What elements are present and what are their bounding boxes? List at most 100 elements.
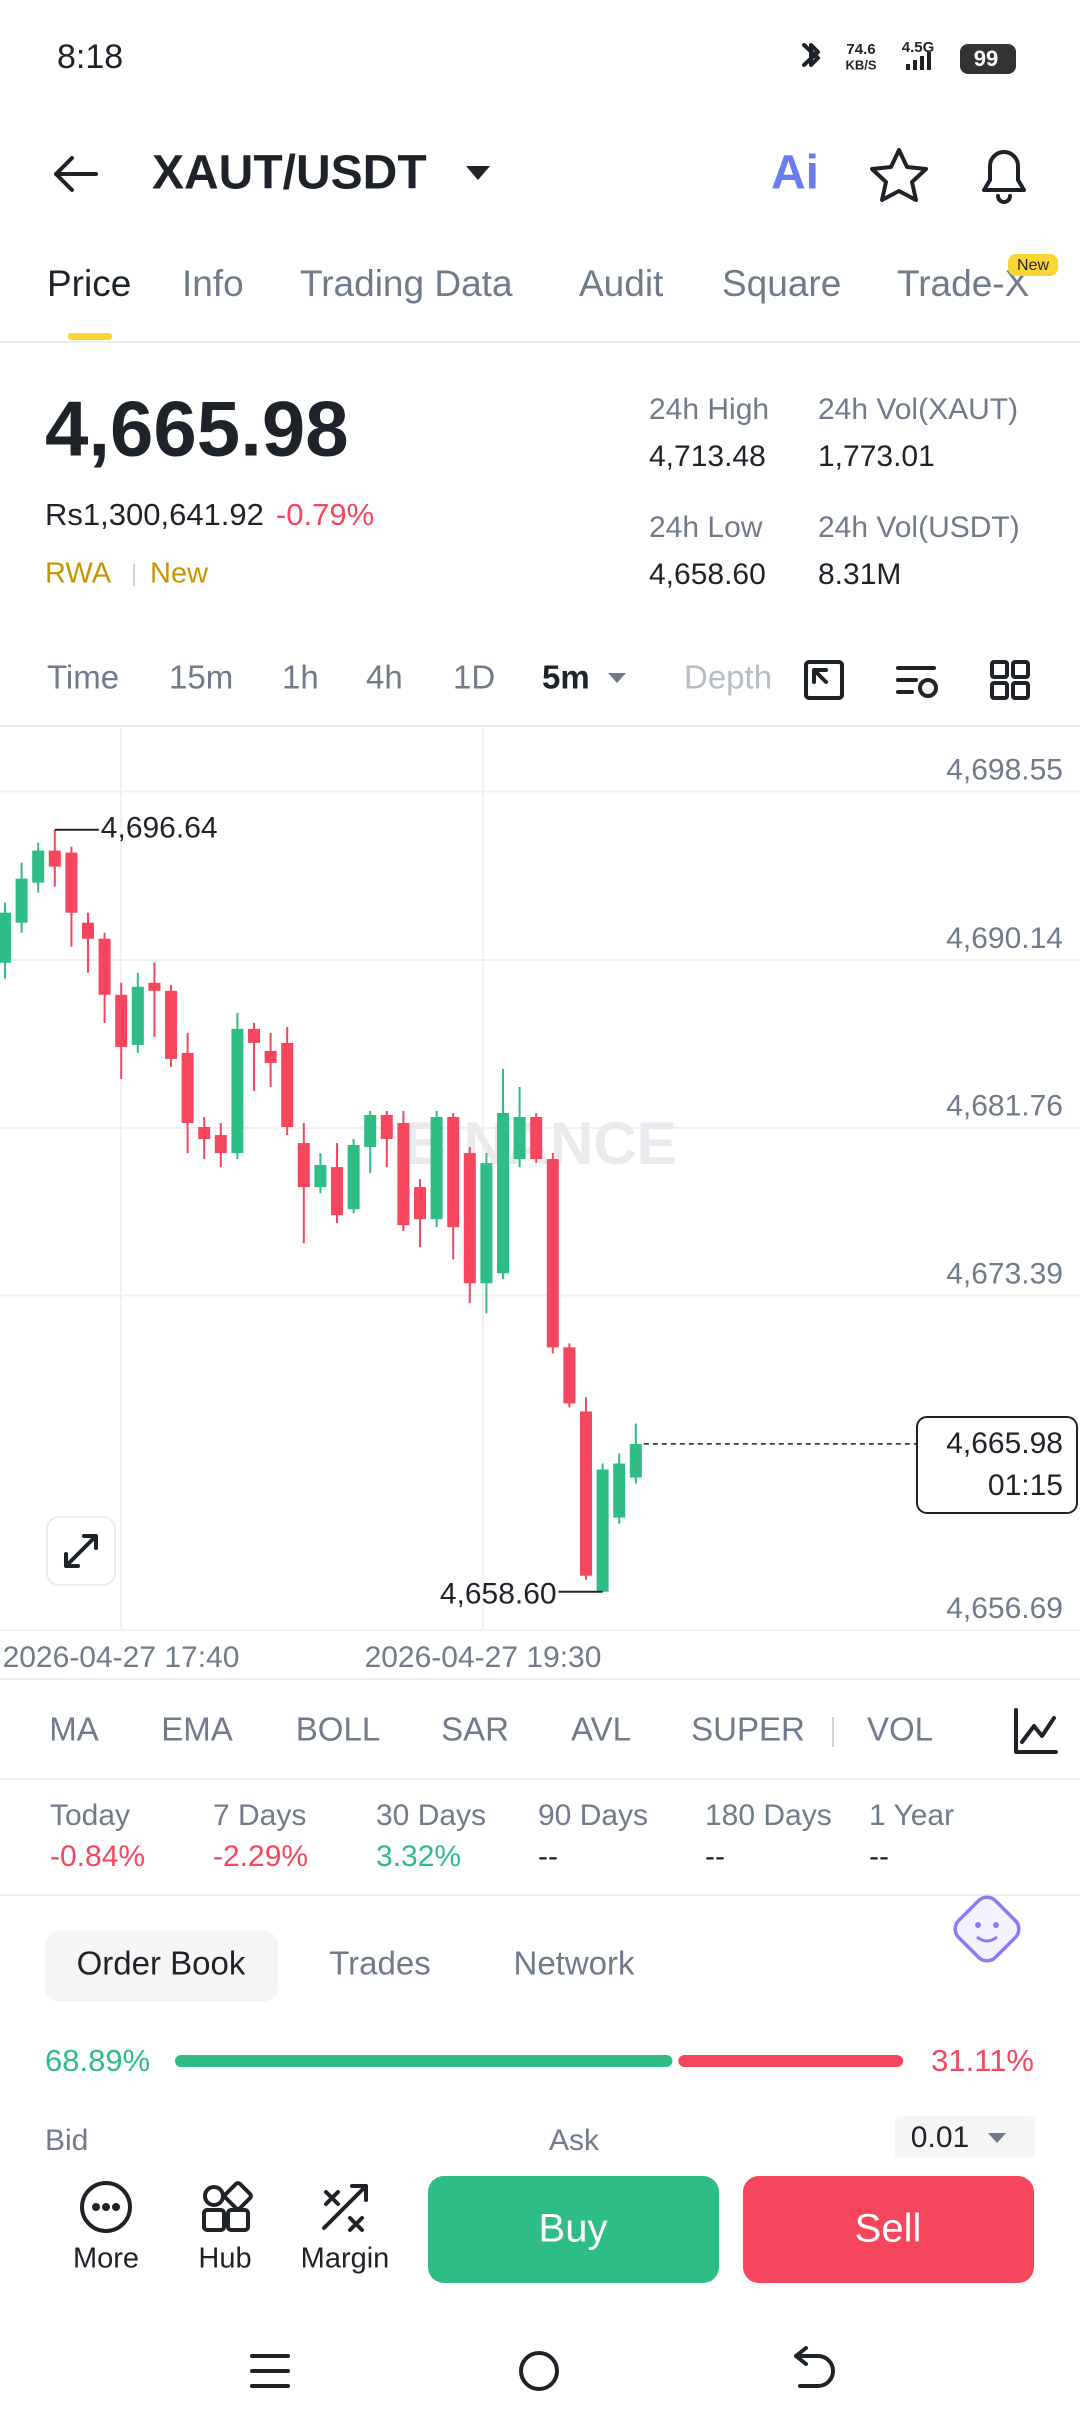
- network-type: 4.5G: [902, 39, 935, 56]
- indicator[interactable]: MA: [49, 1711, 99, 1748]
- precision-dropdown[interactable]: [988, 2133, 1006, 2143]
- net-speed-unit: KB/S: [845, 57, 876, 72]
- clock: 8:18: [57, 38, 123, 76]
- sell-label[interactable]: Sell: [855, 2207, 922, 2251]
- bluetooth-icon: [802, 43, 820, 67]
- buy-label[interactable]: Buy: [539, 2207, 608, 2251]
- new-badge: New: [1017, 257, 1049, 274]
- indicator[interactable]: BOLL: [296, 1711, 380, 1748]
- y-tick-label: 4,656.69: [946, 1592, 1063, 1625]
- candle-body: [165, 990, 177, 1059]
- indicator[interactable]: AVL: [571, 1711, 631, 1748]
- candle-body: [331, 1167, 343, 1216]
- candle-body: [264, 1050, 277, 1063]
- candle-body: [364, 1115, 377, 1148]
- low-label: 4,658.60: [440, 1578, 557, 1611]
- interval[interactable]: 1h: [282, 659, 319, 696]
- last-price: 4,665.98: [45, 385, 349, 473]
- assistant-button[interactable]: [950, 1892, 1024, 1966]
- candle-body: [48, 850, 61, 867]
- price-change: -0.79%: [276, 497, 374, 532]
- x-tick-label: 2026-04-27 17:40: [3, 1641, 240, 1674]
- period-change: --: [705, 1840, 725, 1873]
- candle-body: [397, 1123, 410, 1226]
- indicator[interactable]: VOL: [867, 1711, 933, 1748]
- chart-tools[interactable]: [804, 660, 1030, 700]
- indicator[interactable]: SAR: [441, 1711, 509, 1748]
- alert-button[interactable]: [982, 150, 1026, 204]
- candle-body: [131, 986, 144, 1045]
- precision[interactable]: 0.01: [911, 2121, 969, 2154]
- candle-body: [65, 852, 78, 913]
- tab[interactable]: Info: [182, 263, 244, 304]
- candle-chart[interactable]: 4,698.55 4,690.14 4,681.76 4,673.39 4,656.69…: [0, 726, 1080, 1674]
- pair-title[interactable]: XAUT/USDT: [152, 147, 427, 200]
- new-badge-bg: [1008, 254, 1058, 276]
- orderbook-tab[interactable]: Network: [513, 1945, 635, 1982]
- orderbook-tab[interactable]: Order Book: [77, 1945, 246, 1982]
- tab[interactable]: Price: [47, 263, 131, 304]
- ai-button[interactable]: Ai: [771, 147, 819, 200]
- candle-body: [380, 1115, 393, 1140]
- candle-body: [297, 1143, 310, 1188]
- stat-label: 24h Low: [649, 511, 763, 544]
- y-tick-label: 4,673.39: [946, 1257, 1063, 1290]
- period-label: 7 Days: [213, 1799, 306, 1832]
- interval[interactable]: 1D: [453, 659, 495, 696]
- tag[interactable]: RWA: [45, 558, 112, 590]
- battery-level: 99: [974, 46, 998, 71]
- stat-value: 8.31M: [818, 558, 901, 591]
- period-label: 90 Days: [538, 1799, 648, 1832]
- indicator[interactable]: EMA: [161, 1711, 233, 1748]
- tab[interactable]: Square: [722, 263, 841, 304]
- period-change: --: [869, 1840, 889, 1873]
- nav-home[interactable]: [519, 2351, 559, 2391]
- period-change: --: [538, 1840, 558, 1873]
- stat-value: 1,773.01: [818, 440, 935, 473]
- last-price-box: [916, 1416, 1078, 1514]
- candle-body: [198, 1127, 211, 1140]
- x-tick-label: 2026-04-27 19:30: [365, 1641, 602, 1674]
- period-change: -2.29%: [213, 1840, 308, 1873]
- high-label: 4,696.64: [101, 812, 218, 845]
- interval[interactable]: Time: [47, 659, 119, 696]
- action-label[interactable]: Margin: [301, 2243, 390, 2275]
- favorite-button[interactable]: [870, 148, 928, 202]
- back-button[interactable]: [54, 156, 98, 192]
- sell-button[interactable]: [743, 2176, 1034, 2283]
- interval[interactable]: 5m: [542, 659, 590, 696]
- tab[interactable]: Trading Data: [300, 263, 513, 304]
- nav-menu[interactable]: [250, 2354, 290, 2388]
- candle-body: [530, 1117, 543, 1160]
- interval[interactable]: 15m: [169, 659, 233, 696]
- tag[interactable]: New: [150, 558, 209, 590]
- orderbook-tab[interactable]: Trades: [329, 1945, 430, 1982]
- candle-body: [347, 1145, 360, 1210]
- column-header: Ask: [549, 2124, 600, 2157]
- period-label: 180 Days: [705, 1799, 832, 1832]
- interval-dropdown[interactable]: [608, 673, 626, 683]
- tab-indicator: [68, 333, 112, 340]
- pair-dropdown[interactable]: [466, 166, 490, 180]
- stat-label: 24h Vol(XAUT): [818, 393, 1018, 426]
- candle-body: [231, 1028, 244, 1154]
- indicator-settings[interactable]: [1014, 1708, 1058, 1754]
- action-label[interactable]: Hub: [198, 2243, 251, 2275]
- interval[interactable]: 4h: [366, 659, 403, 696]
- battery: [960, 44, 1016, 74]
- candle-body: [15, 878, 28, 923]
- period-label: Today: [50, 1799, 130, 1832]
- candle-body: [0, 912, 11, 963]
- tab[interactable]: Audit: [579, 263, 664, 304]
- action-label[interactable]: More: [73, 2243, 139, 2275]
- interval[interactable]: Depth: [684, 659, 772, 696]
- buy-button[interactable]: [428, 2176, 719, 2283]
- candle-body: [629, 1443, 642, 1478]
- candle-body: [98, 938, 111, 995]
- indicator[interactable]: SUPER: [691, 1711, 805, 1748]
- nav-back[interactable]: [794, 2346, 835, 2388]
- net-speed: 74.6: [846, 41, 875, 58]
- tab[interactable]: Trade-X: [897, 263, 1029, 304]
- precision-select[interactable]: [895, 2116, 1035, 2160]
